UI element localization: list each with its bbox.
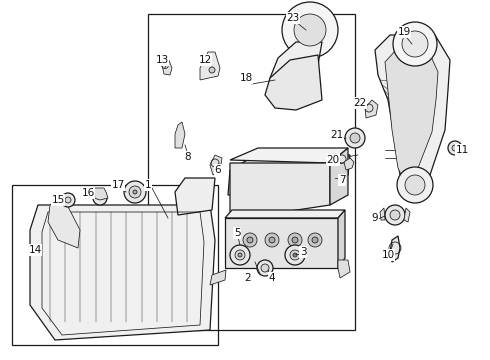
Circle shape xyxy=(293,253,297,257)
Circle shape xyxy=(285,245,305,265)
Polygon shape xyxy=(228,155,350,195)
Text: 8: 8 xyxy=(185,152,191,162)
Circle shape xyxy=(393,22,437,66)
Circle shape xyxy=(65,197,71,203)
Circle shape xyxy=(257,260,273,276)
Circle shape xyxy=(390,210,400,220)
Polygon shape xyxy=(375,35,450,195)
Polygon shape xyxy=(390,236,400,262)
Circle shape xyxy=(345,128,365,148)
Circle shape xyxy=(338,155,346,163)
Polygon shape xyxy=(30,205,215,340)
Polygon shape xyxy=(162,58,172,75)
Polygon shape xyxy=(380,208,385,220)
Circle shape xyxy=(448,141,462,155)
Circle shape xyxy=(312,237,318,243)
Bar xyxy=(148,14,355,330)
Text: 12: 12 xyxy=(198,55,212,65)
Text: 6: 6 xyxy=(215,165,221,175)
Polygon shape xyxy=(225,218,338,268)
Circle shape xyxy=(385,205,405,225)
Circle shape xyxy=(61,193,75,207)
Circle shape xyxy=(402,31,428,57)
Text: 19: 19 xyxy=(397,27,411,37)
Text: 13: 13 xyxy=(155,55,169,65)
Polygon shape xyxy=(210,270,226,285)
Circle shape xyxy=(209,67,215,73)
Text: 23: 23 xyxy=(286,13,299,23)
Circle shape xyxy=(133,190,137,194)
Polygon shape xyxy=(270,42,322,92)
Text: 3: 3 xyxy=(300,247,306,257)
Text: 9: 9 xyxy=(372,213,378,223)
Polygon shape xyxy=(225,210,345,218)
Circle shape xyxy=(238,253,242,257)
Text: 16: 16 xyxy=(81,188,95,198)
Bar xyxy=(12,185,218,345)
Polygon shape xyxy=(338,260,350,278)
Polygon shape xyxy=(404,208,410,222)
Text: 2: 2 xyxy=(245,273,251,283)
Circle shape xyxy=(350,133,360,143)
Polygon shape xyxy=(200,52,220,80)
Polygon shape xyxy=(338,210,345,268)
Circle shape xyxy=(294,14,326,46)
Circle shape xyxy=(93,191,107,205)
Circle shape xyxy=(235,250,245,260)
Circle shape xyxy=(397,167,433,203)
Text: 15: 15 xyxy=(51,195,65,205)
Circle shape xyxy=(261,264,269,272)
Polygon shape xyxy=(48,195,80,248)
Circle shape xyxy=(452,145,458,151)
Text: 11: 11 xyxy=(455,145,468,155)
Text: 5: 5 xyxy=(234,228,240,238)
Text: 17: 17 xyxy=(111,180,124,190)
Polygon shape xyxy=(265,55,322,110)
Text: 22: 22 xyxy=(353,98,367,108)
Text: 1: 1 xyxy=(145,180,151,190)
Circle shape xyxy=(269,237,275,243)
Text: 21: 21 xyxy=(330,130,343,140)
Polygon shape xyxy=(365,100,378,118)
Circle shape xyxy=(308,233,322,247)
Polygon shape xyxy=(230,148,348,163)
Circle shape xyxy=(129,186,141,198)
Polygon shape xyxy=(344,158,354,170)
Text: 18: 18 xyxy=(240,73,253,83)
Circle shape xyxy=(124,181,146,203)
Text: 4: 4 xyxy=(269,273,275,283)
Text: 20: 20 xyxy=(326,155,340,165)
Polygon shape xyxy=(210,155,222,175)
Circle shape xyxy=(230,245,250,265)
Circle shape xyxy=(405,175,425,195)
Circle shape xyxy=(292,237,298,243)
Circle shape xyxy=(247,237,253,243)
Polygon shape xyxy=(175,178,215,215)
Circle shape xyxy=(205,59,211,65)
Polygon shape xyxy=(175,122,185,148)
Circle shape xyxy=(243,233,257,247)
Circle shape xyxy=(288,233,302,247)
Circle shape xyxy=(290,250,300,260)
Text: 14: 14 xyxy=(28,245,42,255)
Polygon shape xyxy=(230,163,330,220)
Circle shape xyxy=(265,233,279,247)
Circle shape xyxy=(282,2,338,58)
Text: 7: 7 xyxy=(339,175,345,185)
Polygon shape xyxy=(330,148,348,205)
Text: 10: 10 xyxy=(381,250,394,260)
Polygon shape xyxy=(385,50,438,183)
Polygon shape xyxy=(92,188,108,200)
